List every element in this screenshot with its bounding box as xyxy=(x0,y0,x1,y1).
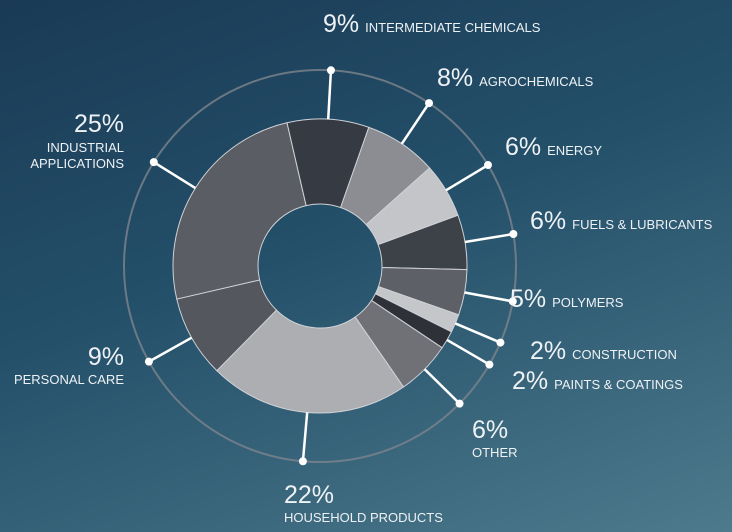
leader-dot xyxy=(298,457,307,466)
percent-label: 6% xyxy=(505,133,542,161)
leader-line xyxy=(326,70,333,120)
percent-label: 6% xyxy=(530,207,567,235)
leader-dot xyxy=(425,99,434,108)
leader-line xyxy=(464,291,514,303)
slice-label: 25% INDUSTRIAL APPLICATIONS xyxy=(14,112,124,173)
slice-label: 5% POLYMERS xyxy=(510,287,623,312)
category-label: FUELS & LUBRICANTS xyxy=(572,217,713,232)
slice-label: 9% INTERMEDIATE CHEMICALS xyxy=(323,12,540,37)
leader-line xyxy=(148,336,193,363)
category-label: HOUSEHOLD PRODUCTS xyxy=(284,510,443,525)
slice-label: 2% CONSTRUCTION xyxy=(530,339,677,364)
percent-label: 22% xyxy=(284,481,335,509)
leader-dot xyxy=(509,229,518,238)
percent-label: 8% xyxy=(437,64,474,92)
category-label: INDUSTRIAL APPLICATIONS xyxy=(30,140,124,172)
leader-line xyxy=(423,368,461,405)
leader-line xyxy=(446,338,491,366)
category-label: PERSONAL CARE xyxy=(13,372,124,387)
leader-line xyxy=(464,232,514,244)
category-label: CONSTRUCTION xyxy=(572,347,677,362)
slice-label: 22% HOUSEHOLD PRODUCTS xyxy=(284,481,443,525)
leader-dot xyxy=(485,360,494,369)
percent-label: 5% xyxy=(510,285,547,313)
category-label: AGROCHEMICALS xyxy=(479,74,594,89)
category-label: OTHER xyxy=(472,445,518,460)
slice-label: 8% AGROCHEMICALS xyxy=(437,66,593,91)
percent-label: 25% xyxy=(73,110,124,138)
category-label: ENERGY xyxy=(547,143,603,158)
slice-label: 6% OTHER xyxy=(472,416,518,460)
leader-dot xyxy=(508,297,517,306)
outer-ring xyxy=(123,69,517,463)
leader-dot xyxy=(149,158,158,167)
category-label: PAINTS & COATINGS xyxy=(554,377,683,392)
slice-label: 9% PERSONAL CARE xyxy=(13,343,124,387)
leader-dot xyxy=(496,338,505,347)
percent-label: 2% xyxy=(530,337,567,365)
slice-label: 6% FUELS & LUBRICANTS xyxy=(530,209,712,234)
category-label: POLYMERS xyxy=(552,295,624,310)
percent-label: 2% xyxy=(512,367,549,395)
leader-line xyxy=(301,412,309,462)
leader-dot xyxy=(455,399,464,408)
leader-dot xyxy=(144,357,153,366)
slice-label: 2% PAINTS & COATINGS xyxy=(512,369,683,394)
slice-label: 6% ENERGY xyxy=(505,135,602,160)
percent-label: 6% xyxy=(472,416,509,444)
percent-label: 9% xyxy=(87,343,124,371)
leader-line xyxy=(445,163,489,192)
leader-line xyxy=(153,161,196,190)
category-label: INTERMEDIATE CHEMICALS xyxy=(365,20,541,35)
leader-dot xyxy=(326,66,335,75)
donut-slice xyxy=(172,122,307,300)
percent-label: 9% xyxy=(323,10,360,38)
leader-line xyxy=(400,102,431,145)
leader-line xyxy=(454,322,501,344)
donut-slice xyxy=(216,309,405,414)
leader-dot xyxy=(484,161,493,170)
